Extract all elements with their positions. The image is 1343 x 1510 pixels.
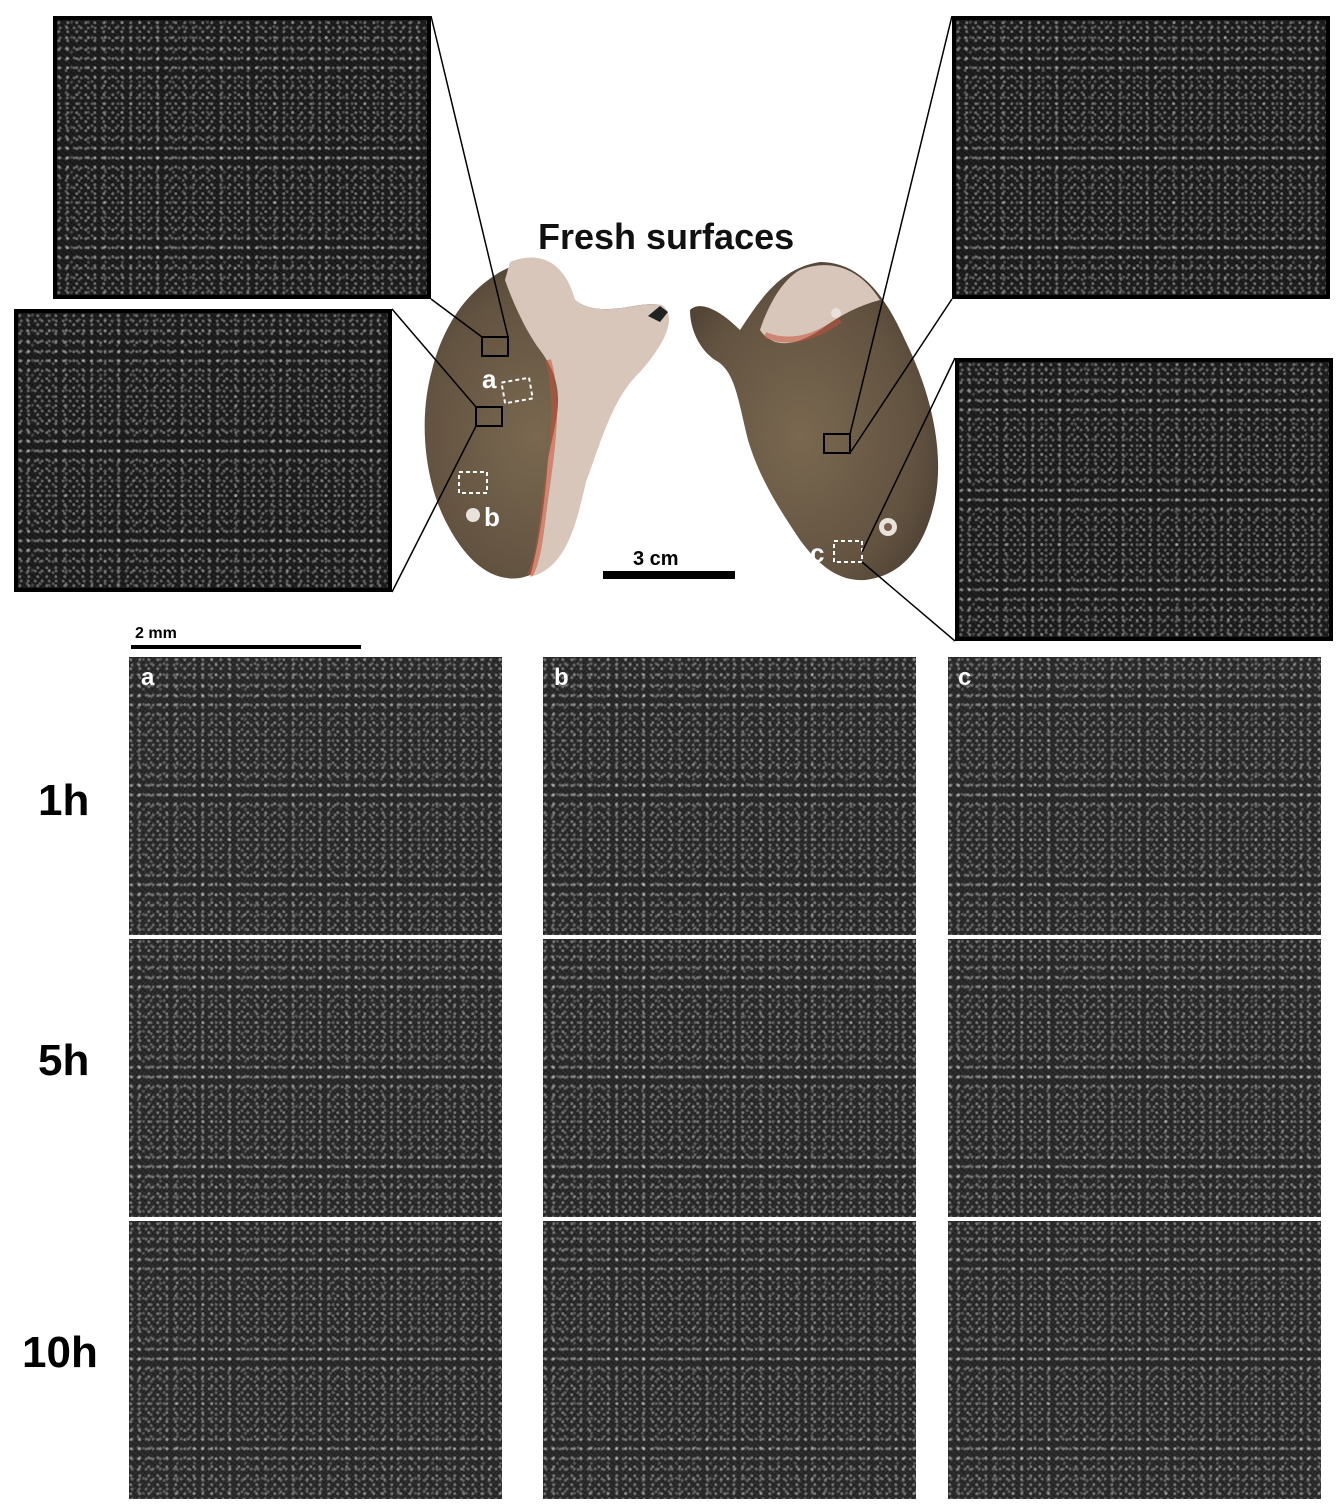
- row-label-5h: 5h: [38, 1036, 90, 1085]
- micrograph-a-5h: [129, 939, 502, 1217]
- micrograph-b-10h: [543, 1221, 916, 1499]
- column-label-b: b: [554, 664, 569, 691]
- micro-scale-label: 2 mm: [135, 625, 177, 642]
- right-flint-body: [690, 262, 939, 581]
- inset-middle-right: [955, 358, 1333, 641]
- micrograph-b-1h: [543, 657, 916, 935]
- sample-box-a: [500, 376, 534, 405]
- flint-scale-label: 3 cm: [633, 548, 679, 570]
- micrograph-a-10h: [129, 1221, 502, 1499]
- sample-box-b: [458, 471, 488, 494]
- micrograph-a-1h: [129, 657, 502, 935]
- inset-top-left: [53, 16, 431, 299]
- micrograph-c-10h: [948, 1221, 1321, 1499]
- inset-middle-left: [14, 309, 392, 592]
- column-label-a: a: [141, 664, 155, 691]
- sample-box-left-mid: [475, 406, 503, 427]
- micro-scale-bar: [131, 645, 361, 649]
- row-label-1h: 1h: [38, 776, 90, 825]
- micrograph-c-5h: [948, 939, 1321, 1217]
- micrograph-b-5h: [543, 939, 916, 1217]
- sample-box-left-top: [481, 336, 509, 357]
- row-label-10h: 10h: [22, 1328, 98, 1377]
- micrograph-c-1h: [948, 657, 1321, 935]
- left-flint-cortex: [505, 257, 670, 577]
- left-flint-body: [424, 262, 669, 579]
- flint-scale-bar: [603, 571, 735, 579]
- column-label-c: c: [958, 664, 972, 691]
- inset-top-right: [952, 16, 1330, 299]
- stone-label-a: a: [482, 364, 497, 394]
- stone-label-c: c: [810, 538, 825, 568]
- stone-label-b: b: [484, 502, 500, 532]
- sample-box-c: [833, 540, 863, 563]
- sample-box-right-top: [823, 433, 851, 454]
- figure-title: Fresh surfaces: [538, 216, 795, 257]
